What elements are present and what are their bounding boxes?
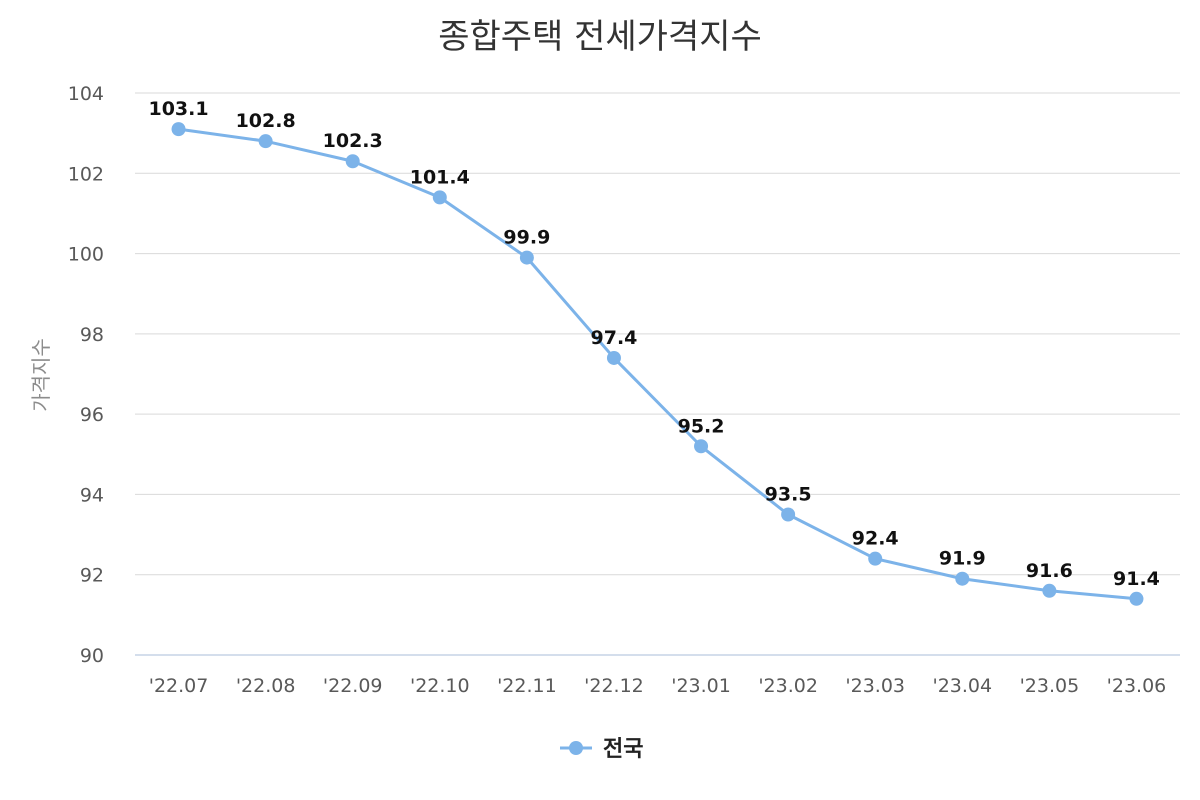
- data-label: 103.1: [148, 98, 208, 120]
- data-label: 91.4: [1113, 568, 1160, 590]
- data-point[interactable]: [1042, 583, 1057, 598]
- x-tick-label: '23.02: [758, 675, 818, 697]
- x-tick-label: '23.04: [932, 675, 992, 697]
- legend-label: 전국: [603, 737, 643, 762]
- y-tick-label: 98: [80, 324, 104, 346]
- data-point[interactable]: [171, 122, 186, 137]
- series-line: [178, 127, 1137, 601]
- data-point[interactable]: [432, 190, 447, 205]
- data-label: 93.5: [765, 484, 812, 506]
- data-point[interactable]: [606, 350, 621, 365]
- x-tick-label: '23.01: [671, 675, 731, 697]
- x-tick-label: '23.03: [845, 675, 905, 697]
- gridlines: [135, 92, 1180, 656]
- legend-marker: [569, 741, 583, 755]
- series-group: 103.1 102.8 102.3 101.4 99.9 97.4 95.2 93.5 92.4…: [148, 98, 1160, 606]
- data-point[interactable]: [955, 571, 970, 586]
- chart-title: 종합주택 전세가격지수: [438, 17, 762, 57]
- data-point[interactable]: [519, 250, 534, 265]
- x-tick-label: '22.11: [497, 675, 557, 697]
- y-tick-label: 94: [80, 484, 104, 506]
- y-tick-label: 102: [68, 163, 104, 185]
- data-point[interactable]: [345, 154, 360, 169]
- data-label: 99.9: [503, 227, 550, 249]
- y-tick-label: 90: [80, 645, 104, 667]
- data-label: 102.3: [323, 130, 383, 152]
- x-tick-label: '22.09: [323, 675, 383, 697]
- y-tick-label: 104: [68, 83, 104, 105]
- data-point[interactable]: [258, 134, 273, 149]
- data-label: 101.4: [410, 166, 470, 188]
- x-tick-label: '23.05: [1020, 675, 1080, 697]
- y-axis-ticks: 90 92 94 96 98 100 102 104: [68, 83, 104, 667]
- data-label: 97.4: [591, 327, 638, 349]
- y-tick-label: 100: [68, 244, 104, 266]
- data-label: 91.6: [1026, 560, 1073, 582]
- x-tick-label: '22.12: [584, 675, 644, 697]
- y-tick-label: 96: [80, 404, 104, 426]
- data-point[interactable]: [694, 439, 709, 454]
- data-point[interactable]: [781, 507, 796, 522]
- data-point[interactable]: [868, 551, 883, 566]
- y-axis-label: 가격지수: [29, 338, 53, 412]
- legend[interactable]: 전국: [560, 737, 643, 762]
- data-point[interactable]: [1129, 591, 1144, 606]
- data-label: 102.8: [236, 110, 296, 132]
- data-label: 95.2: [678, 415, 725, 437]
- data-label: 92.4: [852, 528, 899, 550]
- x-tick-label: '22.07: [149, 675, 209, 697]
- x-tick-label: '22.10: [410, 675, 470, 697]
- y-tick-label: 92: [80, 565, 104, 587]
- data-label: 91.9: [939, 548, 986, 570]
- x-tick-label: '22.08: [236, 675, 296, 697]
- x-tick-label: '23.06: [1107, 675, 1167, 697]
- x-axis-ticks: '22.07 '22.08 '22.09 '22.10 '22.11 '22.12 '23.…: [149, 675, 1167, 697]
